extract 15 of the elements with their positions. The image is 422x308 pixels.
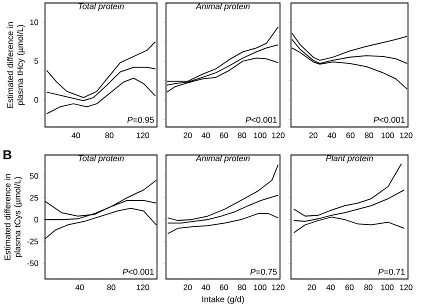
chart-title: Plant protein [326,155,373,163]
chart-title: Total protein [78,3,124,11]
y-axis-title: Estimated difference in plasma tCys (µmol/L) [4,174,22,260]
chart-title: Animal protein [196,155,250,163]
annotation: P<0.001 [374,116,405,123]
annotation: P=0.75 [250,268,277,275]
annotation: P=0.95 [127,116,154,123]
annotation: P<0.001 [122,268,154,275]
annotation: P=0.71 [378,268,405,275]
chart-title: Total protein [78,155,124,163]
text: B [3,150,12,160]
chart-title: Animal protein [196,3,250,11]
x-axis-title: Intake (g/d) [202,296,244,304]
annotation: P<0.001 [246,116,277,123]
y-axis-title: Estimated difference in plasma tHcy (µmol/L) [6,22,25,108]
